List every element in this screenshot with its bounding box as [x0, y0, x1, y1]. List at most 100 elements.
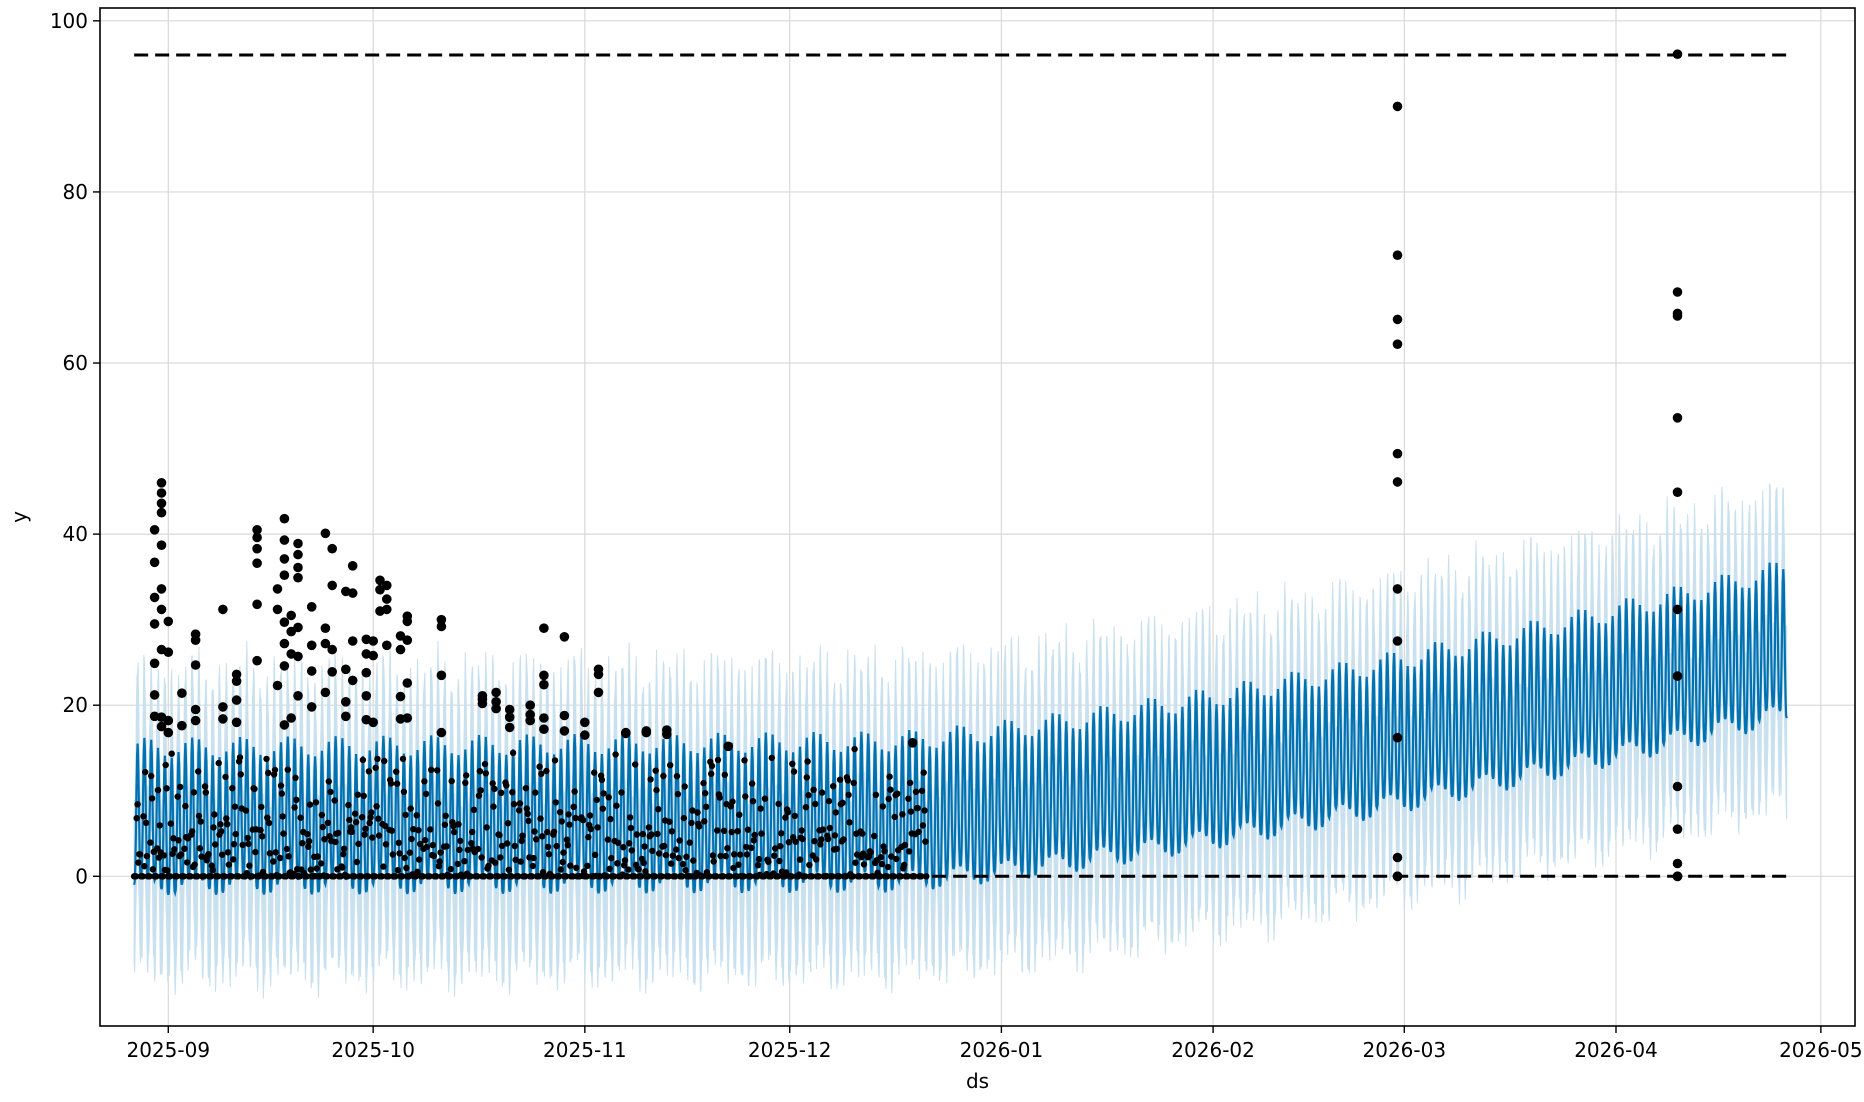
observation-point — [304, 830, 311, 838]
observation-point — [225, 861, 233, 868]
observation-point — [347, 675, 358, 686]
observation-point — [485, 862, 492, 870]
observation-point — [846, 819, 853, 826]
observation-point — [362, 825, 369, 832]
x-tick-label: 2026-04 — [1574, 1038, 1658, 1062]
observation-point — [652, 767, 659, 774]
observation-point — [1392, 101, 1403, 112]
observation-point — [352, 810, 359, 817]
observation-point — [600, 790, 607, 797]
observation-point — [906, 779, 914, 786]
observation-point — [395, 691, 406, 702]
observation-point — [591, 851, 599, 858]
observation-point — [1672, 287, 1683, 297]
observation-point — [231, 695, 242, 705]
observation-point — [1392, 314, 1403, 325]
observation-point — [686, 839, 693, 846]
observation-point — [320, 638, 331, 649]
observation-point — [735, 861, 742, 868]
observation-point — [190, 789, 198, 796]
observation-point — [162, 761, 169, 769]
observation-point — [271, 766, 279, 774]
observation-point — [395, 644, 406, 655]
observation-point — [545, 851, 553, 858]
observation-point — [382, 640, 392, 651]
observation-point — [265, 819, 273, 827]
observation-point — [1392, 250, 1403, 260]
observation-point — [148, 795, 156, 802]
observation-point — [812, 800, 819, 808]
observation-point — [702, 790, 709, 797]
observation-point — [830, 783, 837, 790]
observation-point — [407, 805, 414, 812]
observation-point — [559, 710, 570, 721]
observation-point — [368, 636, 379, 646]
observation-point — [279, 720, 290, 730]
observation-point — [723, 741, 733, 752]
observation-point — [504, 820, 512, 827]
observation-point — [142, 768, 149, 776]
observation-point — [223, 815, 230, 822]
observation-point — [141, 863, 148, 870]
observation-point — [818, 836, 825, 843]
observation-point — [912, 788, 920, 795]
observation-point — [1672, 781, 1683, 792]
observation-point — [803, 774, 810, 781]
observation-point — [564, 842, 571, 849]
observation-point — [163, 715, 174, 726]
observation-point — [163, 727, 174, 738]
observation-point — [612, 751, 619, 758]
observation-point — [231, 717, 242, 728]
observation-point — [474, 845, 482, 853]
observation-point — [292, 774, 299, 781]
x-tick-label: 2026-01 — [960, 1038, 1044, 1062]
observation-point — [748, 844, 755, 851]
observation-point — [231, 669, 242, 680]
observation-point — [149, 866, 157, 873]
observation-point — [1672, 824, 1683, 834]
observation-point — [197, 818, 204, 825]
observation-point — [477, 787, 484, 794]
observation-point — [306, 666, 317, 676]
observation-point — [536, 763, 543, 770]
observation-point — [533, 836, 540, 843]
observation-point — [859, 830, 866, 837]
observation-point — [156, 488, 167, 498]
observation-point — [436, 614, 447, 625]
observation-point — [218, 714, 228, 724]
observation-point — [358, 814, 366, 821]
observation-point — [801, 873, 809, 880]
observation-point — [668, 828, 676, 835]
observation-point — [476, 768, 484, 775]
observation-point — [190, 660, 201, 670]
observation-point — [625, 866, 632, 873]
observation-point — [559, 858, 566, 866]
observation-point — [195, 768, 202, 775]
observation-point — [1672, 671, 1683, 681]
observation-point — [341, 664, 351, 675]
observation-point — [264, 814, 271, 821]
observation-point — [142, 819, 150, 826]
observation-point — [373, 803, 380, 810]
observation-point — [776, 857, 783, 865]
observation-point — [410, 826, 417, 833]
observation-point — [544, 828, 551, 836]
observation-point — [621, 728, 631, 739]
observation-point — [277, 782, 285, 789]
observation-point — [591, 769, 598, 776]
observation-point — [758, 830, 765, 837]
observation-point — [272, 849, 279, 856]
observation-point — [743, 843, 750, 851]
observation-point — [610, 873, 618, 880]
observation-point — [279, 638, 290, 649]
observation-point — [620, 862, 628, 869]
observation-point — [218, 604, 228, 615]
observation-point — [653, 786, 660, 794]
observation-point — [340, 851, 347, 858]
observation-point — [681, 783, 688, 790]
cap-floor-lines — [134, 53, 1787, 878]
observation-point — [451, 828, 458, 836]
observation-point — [441, 821, 449, 828]
y-axis-ticks: 0 20 40 60 80 100 — [50, 9, 100, 888]
observation-point — [689, 807, 696, 814]
